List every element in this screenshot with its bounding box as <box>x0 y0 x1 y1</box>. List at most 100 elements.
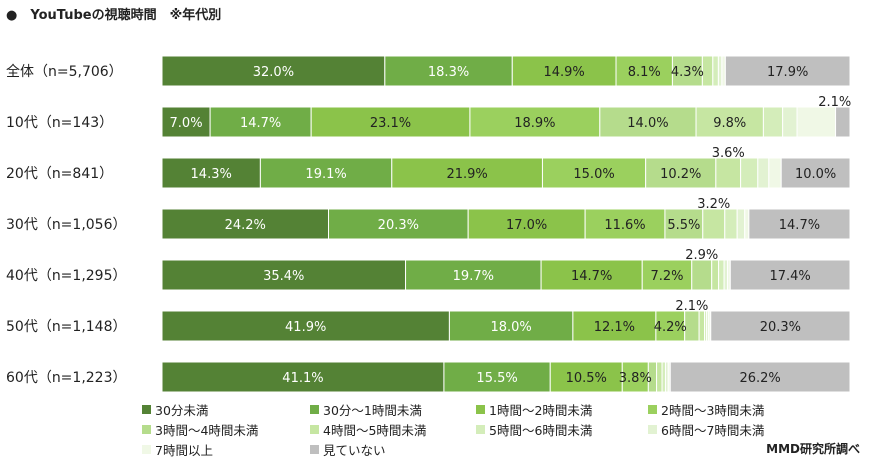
data-label: 10.5% <box>566 371 607 386</box>
bar-segment <box>259 157 393 189</box>
data-label: 2.9% <box>685 248 718 263</box>
bar-segment <box>718 259 725 291</box>
legend-swatch <box>310 405 319 414</box>
data-label: 24.2% <box>225 218 266 233</box>
data-label: 3.2% <box>697 197 730 212</box>
bar-segment <box>736 208 746 240</box>
category-label: 50代（n=1,148） <box>6 319 127 335</box>
data-label: 14.7% <box>240 116 281 131</box>
bar-segment <box>835 106 851 138</box>
bar-segment <box>391 157 543 189</box>
legend-item: 2時間～3時間未満 <box>648 400 764 419</box>
source-credit: MMD研究所調べ <box>766 442 860 456</box>
legend-label: 5時間～6時間未満 <box>489 423 593 438</box>
data-label: 10.0% <box>795 167 836 182</box>
legend-label: 4時間～5時間未満 <box>323 423 427 438</box>
bar-segment <box>768 157 782 189</box>
legend-item: 30分～1時間未満 <box>310 400 422 419</box>
legend-label: 6時間～7時間未満 <box>661 423 765 438</box>
bar-segment <box>540 259 643 291</box>
data-label: 14.7% <box>779 218 820 233</box>
data-label: 26.2% <box>739 371 780 386</box>
data-label: 21.9% <box>446 167 487 182</box>
bar-segment <box>782 106 798 138</box>
bar-segment <box>669 361 851 393</box>
bar-segment <box>723 259 729 291</box>
data-label: 4.3% <box>671 65 704 80</box>
legend-item: 7時間以上 <box>142 440 213 459</box>
legend-swatch <box>142 445 151 454</box>
bar-segment <box>695 106 764 138</box>
category-label: 全体（n=5,706） <box>6 63 123 80</box>
bar-segment <box>443 361 551 393</box>
data-label: 17.4% <box>769 269 810 284</box>
bar-segment <box>724 55 851 87</box>
data-label: 17.9% <box>767 65 808 80</box>
bar-segment <box>717 55 723 87</box>
data-label: 7.2% <box>650 269 683 284</box>
bar-segment <box>796 106 837 138</box>
bar-segment <box>161 259 407 291</box>
bar-segment <box>310 106 471 138</box>
bar-segment <box>599 106 697 138</box>
category-label: 20代（n=841） <box>6 166 113 182</box>
data-label: 32.0% <box>253 65 294 80</box>
data-label: 41.9% <box>285 320 326 335</box>
bar-segment <box>384 55 513 87</box>
data-label: 14.9% <box>543 65 584 80</box>
bar-segment <box>710 310 851 342</box>
bar-segment <box>161 361 445 393</box>
legend-item: 見ていない <box>310 440 386 459</box>
category-label: 40代（n=1,295） <box>6 268 127 284</box>
data-label: 18.9% <box>514 116 555 131</box>
bar-segment <box>209 106 312 138</box>
data-label: 3.6% <box>712 146 745 161</box>
bar-segment <box>549 361 623 393</box>
data-label: 8.1% <box>628 65 661 80</box>
data-label: 7.0% <box>170 116 203 131</box>
bar-segment <box>691 259 713 291</box>
legend-label: 7時間以上 <box>155 443 213 458</box>
bar-segment <box>748 208 851 240</box>
legend-swatch <box>310 425 319 434</box>
data-label: 5.5% <box>667 218 700 233</box>
legend-item: 1時間～2時間未満 <box>476 400 592 419</box>
data-label: 15.5% <box>476 371 517 386</box>
bar-segment <box>729 259 851 291</box>
bar-segment <box>712 55 719 87</box>
data-label: 35.4% <box>263 269 304 284</box>
legend-item: 4時間～5時間未満 <box>310 420 426 439</box>
legend-swatch <box>142 425 151 434</box>
data-label: 14.0% <box>627 116 668 131</box>
bar-segment <box>469 106 601 138</box>
legend-swatch <box>142 405 151 414</box>
data-label: 18.0% <box>490 320 531 335</box>
data-label: 11.6% <box>604 218 645 233</box>
bar-segment <box>684 310 700 342</box>
legend-swatch <box>476 425 485 434</box>
legend-label: 3時間～4時間未満 <box>155 423 259 438</box>
bar-segment <box>724 208 738 240</box>
legend-label: 見ていない <box>323 443 386 458</box>
legend-label: 30分未満 <box>155 403 209 418</box>
bar-segment <box>161 106 211 138</box>
bar-segment <box>671 55 703 87</box>
bar-segment <box>701 55 714 87</box>
bar-segment <box>572 310 657 342</box>
data-label: 15.0% <box>573 167 614 182</box>
bar-segment <box>661 361 666 393</box>
legend-label: 30分～1時間未満 <box>323 403 422 418</box>
bar-segment <box>161 157 261 189</box>
data-label: 18.3% <box>428 65 469 80</box>
data-label: 19.7% <box>453 269 494 284</box>
legend-label: 2時間～3時間未満 <box>661 403 765 418</box>
legend-label: 1時間～2時間未満 <box>489 403 593 418</box>
bar-segment <box>655 310 686 342</box>
data-label: 20.3% <box>378 218 419 233</box>
data-label: 17.0% <box>506 218 547 233</box>
bar-segment <box>584 208 666 240</box>
legend-swatch <box>476 405 485 414</box>
data-label: 10.2% <box>660 167 701 182</box>
legend-swatch <box>310 445 319 454</box>
bar-segment <box>744 208 750 240</box>
